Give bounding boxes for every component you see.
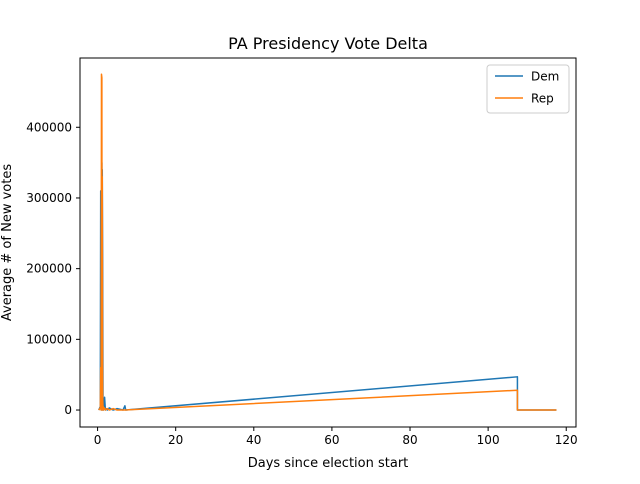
axes-frame [79, 57, 577, 428]
series-line-rep [98, 73, 557, 411]
y-axis: 0 100000 200000 300000 400000 [26, 120, 80, 417]
legend-box [486, 64, 570, 114]
legend: Dem Rep [486, 64, 570, 114]
chart-title: PA Presidency Vote Delta [228, 34, 428, 53]
y-axis-label: Average # of New votes [0, 164, 15, 321]
x-axis: 0 20 40 60 80 100 120 [94, 427, 578, 447]
x-tick-label: 20 [168, 433, 183, 447]
y-tick-label: 100000 [26, 332, 72, 346]
y-tick-label: 0 [64, 403, 72, 417]
x-tick-label: 0 [94, 433, 102, 447]
legend-label-dem: Dem [531, 70, 559, 84]
x-tick-label: 40 [246, 433, 261, 447]
y-tick-label: 400000 [26, 120, 72, 134]
x-tick-label: 60 [324, 433, 339, 447]
x-axis-label: Days since election start [248, 456, 409, 471]
plot-area [98, 73, 557, 411]
x-tick-label: 100 [477, 433, 500, 447]
y-tick-label: 200000 [26, 262, 72, 276]
x-tick-label: 80 [402, 433, 417, 447]
y-tick-label: 300000 [26, 191, 72, 205]
legend-label-rep: Rep [531, 92, 554, 106]
x-tick-label: 120 [555, 433, 578, 447]
